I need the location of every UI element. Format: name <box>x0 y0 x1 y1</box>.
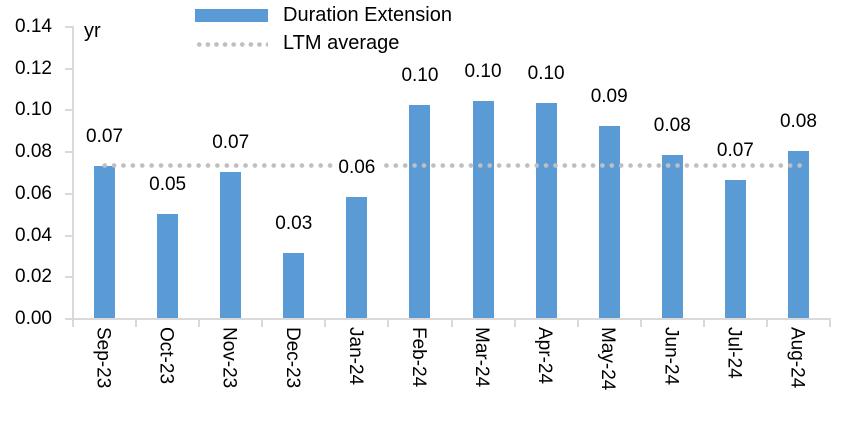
x-axis-label-aug-24: Aug-24 <box>786 327 808 389</box>
y-axis-line <box>72 26 74 320</box>
x-axis-tickmark <box>198 320 201 327</box>
bar-value-label-jun-24: 0.08 <box>648 115 697 138</box>
x-axis-tickmark <box>829 320 831 327</box>
chart-legend: Duration Extension LTM average <box>195 2 495 58</box>
x-axis-line <box>72 318 831 320</box>
legend-label-ltm-average: LTM average <box>283 32 400 54</box>
bar-jul-24 <box>724 180 746 318</box>
y-axis-tick-label: 0.14 <box>15 16 52 37</box>
bar-value-label-mar-24: 0.10 <box>459 61 508 84</box>
bar-series-swatch-icon <box>195 9 268 22</box>
y-axis-tickmark <box>65 151 73 154</box>
bar-value-label-apr-24: 0.10 <box>522 63 571 86</box>
bar-value-label-jan-24: 0.06 <box>332 157 381 180</box>
dotted-line-swatch-icon <box>195 42 268 47</box>
bar-value-label-feb-24: 0.10 <box>395 65 444 88</box>
legend-item-ltm-average: LTM average <box>195 30 495 58</box>
x-axis-label-apr-24: Apr-24 <box>534 327 556 385</box>
x-axis-label-dec-23: Dec-23 <box>281 327 303 389</box>
y-axis-tick-label: 0.00 <box>15 308 52 329</box>
x-axis-label-nov-23: Nov-23 <box>218 327 240 389</box>
bar-value-label-jul-24: 0.07 <box>711 140 760 163</box>
bar-value-label-aug-24: 0.08 <box>774 111 823 134</box>
y-axis-tickmark <box>65 192 73 195</box>
y-axis-tickmark <box>65 109 73 112</box>
y-axis-tick-label: 0.12 <box>15 57 52 79</box>
x-axis-label-oct-23: Oct-23 <box>155 327 177 385</box>
bar-aug-24 <box>787 151 809 318</box>
y-axis-tick-label: 0.02 <box>15 266 52 288</box>
y-axis-tickmark <box>65 318 73 320</box>
bar-value-label-sep-23: 0.07 <box>80 125 129 148</box>
y-axis-tickmark <box>65 234 73 237</box>
x-axis-label-mar-24: Mar-24 <box>471 327 493 388</box>
x-axis-label-sep-23: Sep-23 <box>92 327 114 389</box>
y-axis-tick-label: 0.04 <box>15 224 52 246</box>
bar-mar-24 <box>472 101 494 318</box>
bar-oct-23 <box>157 213 179 318</box>
bar-value-label-nov-23: 0.07 <box>206 132 255 154</box>
x-axis-tickmark <box>513 320 516 327</box>
bar-apr-24 <box>535 103 557 318</box>
x-axis-tickmark <box>135 320 138 327</box>
bar-jun-24 <box>661 155 683 318</box>
y-axis-tick-label: 0.08 <box>15 141 52 163</box>
x-axis-label-jul-24: Jul-24 <box>723 327 745 379</box>
bar-feb-24 <box>409 105 431 318</box>
y-axis-tick-label: 0.10 <box>15 99 52 121</box>
x-axis-tickmark <box>387 320 390 327</box>
bar-value-label-dec-23: 0.03 <box>269 213 318 236</box>
x-axis-label-jan-24: Jan-24 <box>344 327 366 386</box>
bar-value-label-oct-23: 0.05 <box>143 173 192 196</box>
bar-dec-23 <box>283 253 305 318</box>
x-axis-tickmark <box>261 320 264 327</box>
x-axis-tickmark <box>702 320 705 327</box>
bar-jan-24 <box>346 197 368 318</box>
x-axis-tickmark <box>72 320 74 327</box>
y-axis-tickmark <box>65 67 73 70</box>
x-axis-tickmark <box>450 320 453 327</box>
bar-value-label-may-24: 0.09 <box>585 86 634 109</box>
legend-label-duration-extension: Duration Extension <box>283 4 452 26</box>
x-axis-tickmark <box>324 320 327 327</box>
x-axis-label-may-24: May-24 <box>597 327 619 391</box>
y-axis-tick-label: 0.06 <box>15 182 52 204</box>
y-axis-unit-label: yr <box>84 20 101 42</box>
y-axis-tickmark <box>65 276 73 279</box>
y-axis-tickmark <box>65 26 73 28</box>
x-axis-label-feb-24: Feb-24 <box>407 327 429 388</box>
bar-nov-23 <box>220 172 242 318</box>
ltm-average-line <box>99 162 804 168</box>
x-axis-label-jun-24: Jun-24 <box>660 327 682 386</box>
bar-sep-23 <box>94 165 116 318</box>
bar-may-24 <box>598 126 620 318</box>
x-axis-tickmark <box>576 320 579 327</box>
legend-item-duration-extension: Duration Extension <box>195 2 495 30</box>
x-axis-tickmark <box>639 320 642 327</box>
x-axis-tickmark <box>765 320 768 327</box>
